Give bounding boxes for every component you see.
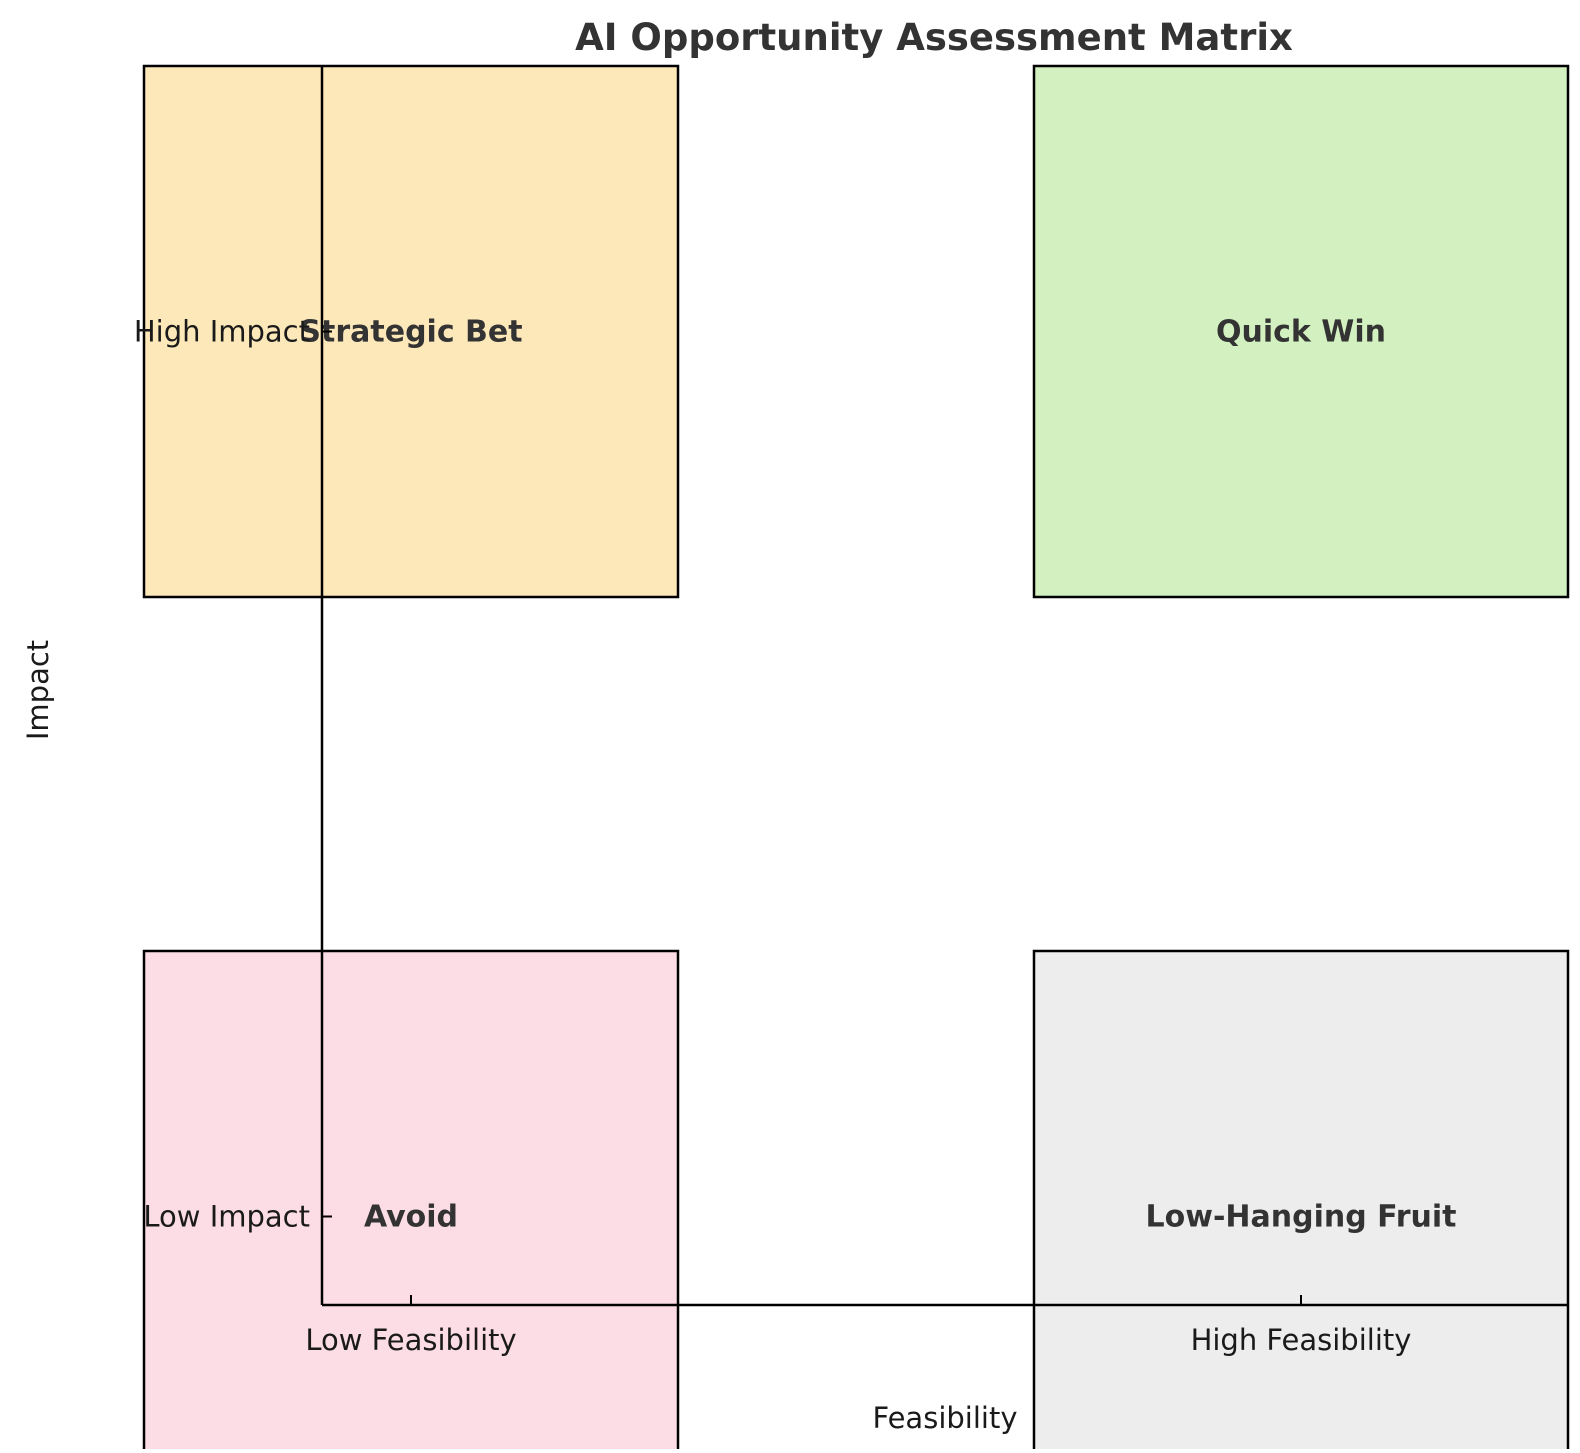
quadrant-quick-win: Quick Win bbox=[1032, 64, 1570, 599]
quadrant-avoid: Avoid bbox=[142, 949, 680, 1453]
quadrant-box-low-hanging-fruit bbox=[1032, 949, 1570, 1453]
y-tick-label: High Impact bbox=[134, 315, 310, 349]
quadrant-label-low-hanging-fruit: Low-Hanging Fruit bbox=[1146, 1200, 1457, 1235]
quadrant-box-avoid bbox=[142, 949, 680, 1453]
ticks-layer: Low Feasibility High Feasibility Low Impac… bbox=[134, 315, 1412, 1358]
quadrant-strategic-bet: Strategic Bet bbox=[142, 64, 680, 599]
quadrant-label-strategic-bet: Strategic Bet bbox=[299, 315, 522, 350]
quadrant-box-quick-win bbox=[1032, 64, 1570, 599]
y-tick-label: Low Impact bbox=[143, 1200, 310, 1234]
quadrant-label-quick-win: Quick Win bbox=[1216, 315, 1386, 350]
chart-title: AI Opportunity Assessment Matrix bbox=[575, 16, 1293, 59]
quadrant-label-avoid: Avoid bbox=[364, 1200, 458, 1235]
y-axis-label: Impact bbox=[21, 640, 55, 740]
quadrant-box-strategic-bet bbox=[142, 64, 680, 599]
quadrants-layer: Strategic Bet Quick Win Avoid Low-Hanging F… bbox=[142, 64, 1570, 1453]
x-tick-label: Low Feasibility bbox=[305, 1323, 516, 1357]
quadrant-low-hanging-fruit: Low-Hanging Fruit bbox=[1032, 949, 1570, 1453]
axes-layer bbox=[320, 66, 1568, 1307]
x-axis-label: Feasibility bbox=[873, 1401, 1018, 1435]
x-tick-label: High Feasibility bbox=[1191, 1323, 1412, 1357]
